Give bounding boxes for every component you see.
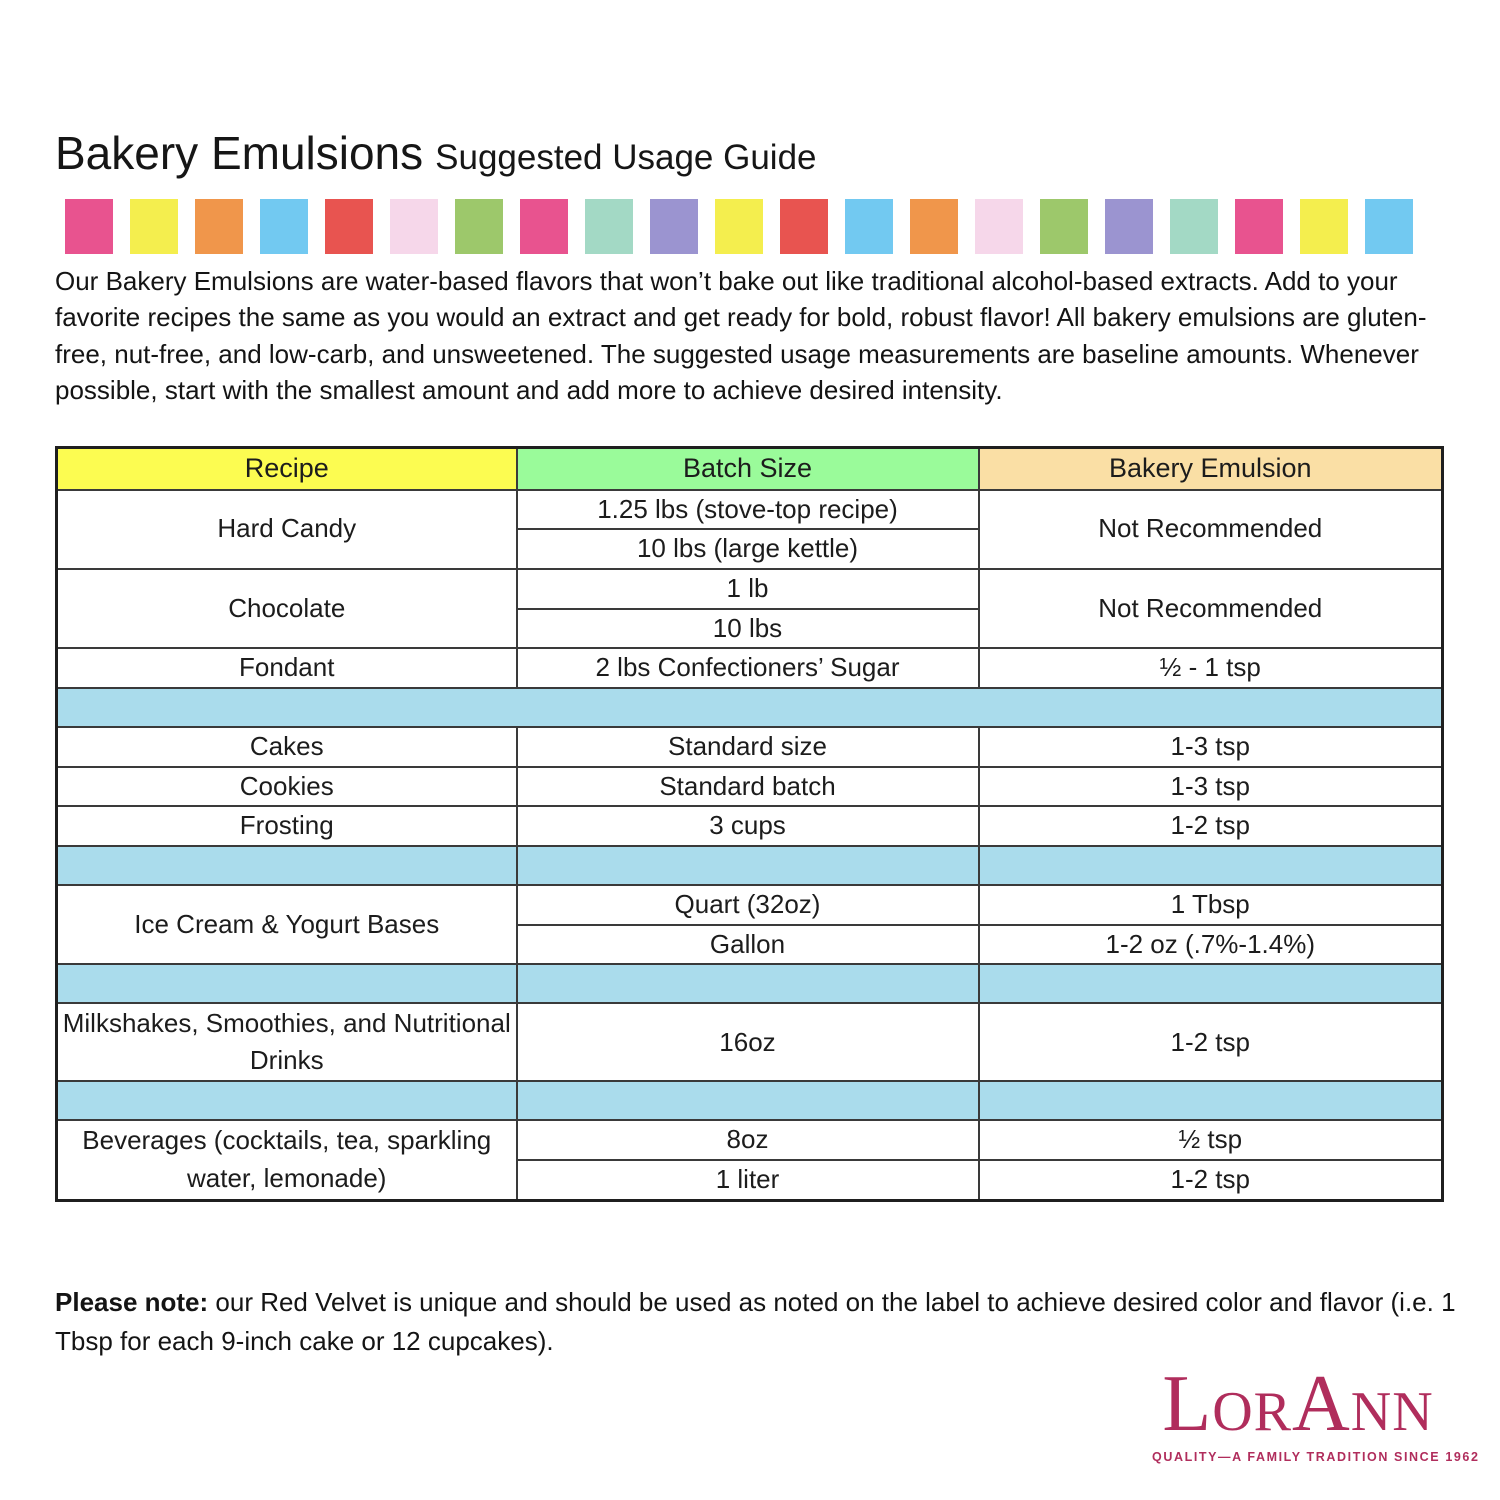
recipe-cell: Cookies (55, 765, 518, 808)
color-square (1365, 199, 1413, 254)
color-square (130, 199, 178, 254)
column-header-batch-size: Batch Size (515, 446, 980, 491)
emulsion-cell: 1-2 tsp (977, 805, 1444, 847)
column-header-bakery-emulsion: Bakery Emulsion (977, 446, 1444, 491)
batch-cell: Standard batch (515, 765, 980, 808)
batch-cell: 1.25 lbs (stove-top recipe) (515, 488, 980, 531)
batch-cell: 10 lbs (515, 607, 980, 650)
title-main: Bakery Emulsions (55, 127, 424, 179)
batch-cell: 16oz (515, 1002, 980, 1083)
table-row: Chocolate 1 lb Not Recommended (55, 567, 1444, 650)
batch-cell: 1 liter (515, 1159, 980, 1202)
emulsion-cell: Not Recommended (977, 488, 1444, 570)
table-row: Milkshakes, Smoothies, and Nutritional D… (55, 1002, 1444, 1083)
separator-cell (515, 963, 980, 1005)
color-square (585, 199, 633, 254)
table-row: Frosting 3 cups 1-2 tsp (55, 805, 1444, 847)
separator-cell (55, 845, 518, 886)
logo-tagline: QUALITY—A FAMILY TRADITION SINCE 1962 (1152, 1450, 1480, 1464)
separator-cell (515, 845, 980, 886)
color-square (260, 199, 308, 254)
batch-cell: 10 lbs (large kettle) (515, 528, 980, 570)
color-square (1040, 199, 1088, 254)
emulsion-cell: 1-2 tsp (977, 1159, 1444, 1202)
color-square (520, 199, 568, 254)
column-header-recipe: Recipe (55, 446, 518, 491)
separator-cell (55, 1080, 518, 1122)
color-square (325, 199, 373, 254)
emulsion-cell: ½ tsp (977, 1119, 1444, 1162)
table-row: Cakes Standard size 1-3 tsp (55, 725, 1444, 768)
emulsion-cell: ½ - 1 tsp (977, 647, 1444, 689)
batch-cell: Quart (32oz) (515, 884, 980, 926)
batch-cell: Gallon (515, 923, 980, 966)
table-row: Ice Cream & Yogurt Bases Quart (32oz) 1 Tb… (55, 883, 1444, 966)
table-row: Beverages (cocktails, tea, sparkling wat… (55, 1119, 1444, 1202)
table-row: Fondant 2 lbs Confectioners’ Sugar ½ - 1 t… (55, 647, 1444, 689)
separator-row (55, 845, 1444, 886)
table-row: 1 liter 1-2 tsp (57, 1159, 1444, 1202)
color-square (390, 199, 438, 254)
color-square (975, 199, 1023, 254)
color-square (650, 199, 698, 254)
table-row: Gallon 1-2 oz (.7%-1.4%) (57, 923, 1444, 966)
title-sub: Suggested Usage Guide (435, 138, 817, 177)
batch-cell: 8oz (515, 1119, 980, 1162)
recipe-cell: Hard Candy (55, 488, 518, 570)
separator-cell (977, 963, 1444, 1005)
separator-cell (977, 1080, 1444, 1122)
usage-table: Recipe Batch Size Bakery Emulsion Hard Can… (55, 446, 1444, 1202)
recipe-cell: Frosting (55, 805, 518, 847)
logo-wordmark: LorAnn (1162, 1360, 1434, 1448)
emulsion-cell: 1-2 tsp (977, 1002, 1444, 1083)
table-row: 10 lbs (large kettle) (57, 528, 1443, 570)
emulsion-cell: Not Recommended (977, 567, 1444, 650)
emulsion-cell: 1 Tbsp (977, 884, 1444, 926)
recipe-cell: Milkshakes, Smoothies, and Nutritional D… (55, 1002, 518, 1083)
note-label: Please note: (55, 1287, 209, 1317)
recipe-cell: Fondant (55, 647, 518, 689)
color-square (195, 199, 243, 254)
table-header-row: Recipe Batch Size Bakery Emulsion (55, 446, 1444, 491)
separator-row (55, 686, 1444, 728)
recipe-cell: Chocolate (55, 567, 518, 650)
recipe-cell: Ice Cream & Yogurt Bases (55, 883, 518, 966)
color-square (65, 199, 113, 254)
lorann-logo: LorAnn QUALITY—A FAMILY TRADITION SINCE … (1152, 1360, 1480, 1464)
table-row: Hard Candy 1.25 lbs (stove-top recipe) Not… (55, 488, 1444, 570)
separator-row (55, 963, 1444, 1005)
emulsion-cell: 1-2 oz (.7%-1.4%) (977, 923, 1444, 966)
separator-cell (55, 686, 1444, 728)
separator-cell (977, 845, 1444, 886)
recipe-cell: Beverages (cocktails, tea, sparkling wat… (55, 1119, 518, 1202)
emulsion-cell: 1-3 tsp (977, 725, 1444, 768)
separator-row (55, 1080, 1444, 1122)
color-squares-banner (65, 199, 1413, 254)
table-row: Cookies Standard batch 1-3 tsp (55, 765, 1444, 808)
page-title: Bakery Emulsions Suggested Usage Guide (55, 126, 817, 180)
note-text: our Red Velvet is unique and should be u… (55, 1287, 1456, 1356)
table-row: 10 lbs (57, 607, 1443, 650)
note-paragraph: Please note: our Red Velvet is unique an… (55, 1283, 1459, 1361)
emulsion-cell: 1-3 tsp (977, 765, 1444, 808)
color-square (455, 199, 503, 254)
color-square (1235, 199, 1283, 254)
batch-cell: 1 lb (515, 567, 980, 610)
batch-cell: Standard size (515, 725, 980, 768)
intro-paragraph: Our Bakery Emulsions are water-based fla… (55, 266, 1427, 406)
separator-cell (515, 1080, 980, 1122)
color-square (1170, 199, 1218, 254)
color-square (780, 199, 828, 254)
color-square (910, 199, 958, 254)
batch-cell: 3 cups (515, 805, 980, 847)
recipe-cell: Cakes (55, 725, 518, 768)
color-square (715, 199, 763, 254)
color-square (845, 199, 893, 254)
color-square (1300, 199, 1348, 254)
color-square (1105, 199, 1153, 254)
separator-cell (55, 963, 518, 1005)
batch-cell: 2 lbs Confectioners’ Sugar (515, 647, 980, 689)
